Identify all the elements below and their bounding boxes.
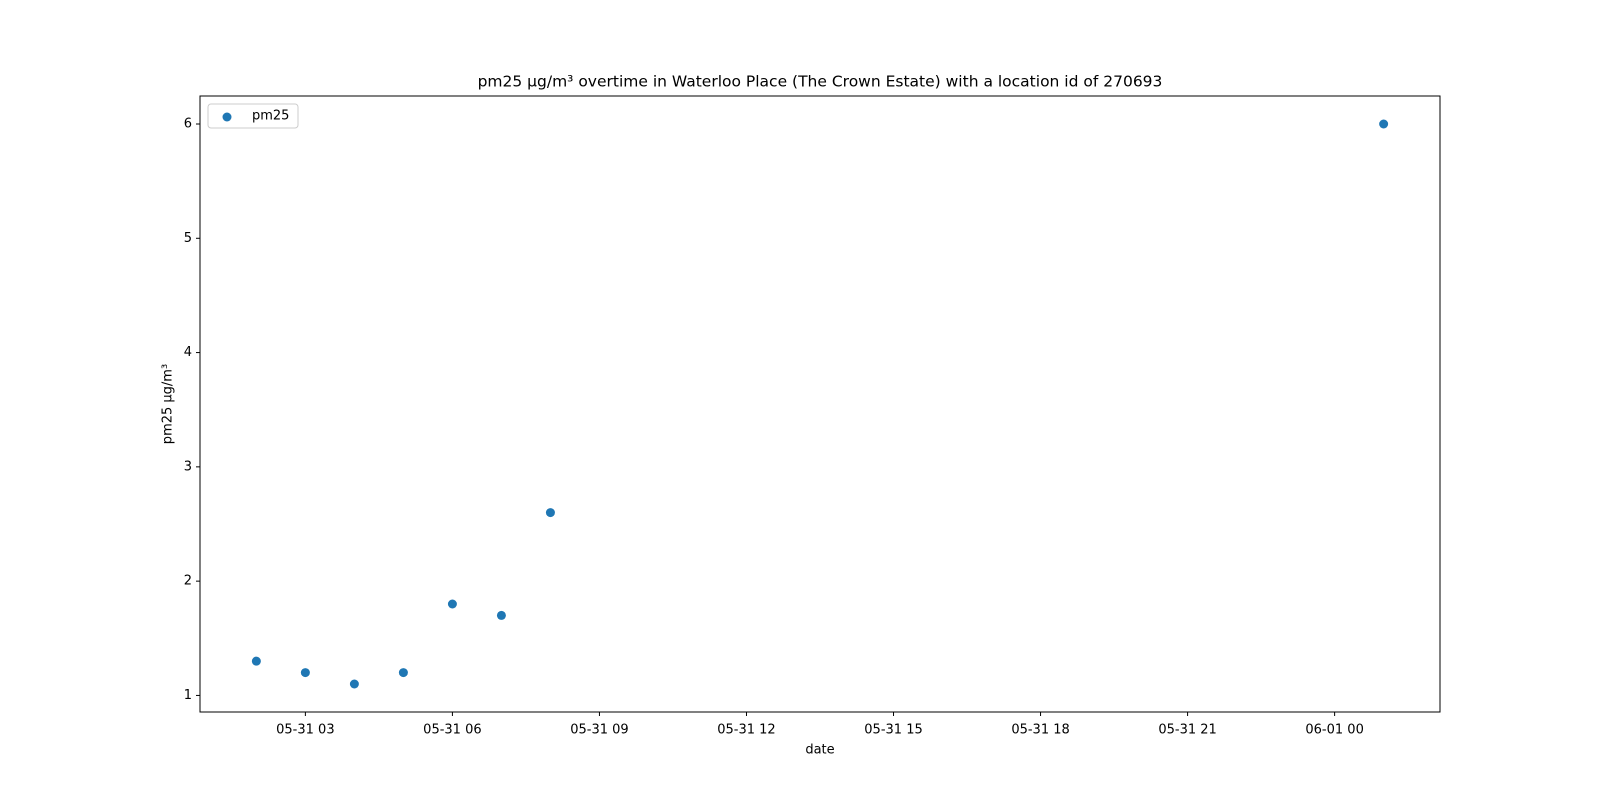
x-tick-label: 05-31 18 (1011, 723, 1069, 738)
x-tick-label: 05-31 03 (276, 723, 334, 738)
point (349, 679, 359, 689)
x-tick-label: 05-31 12 (717, 723, 775, 738)
legend-label: pm25 (252, 109, 289, 124)
plot-frame (199, 95, 1441, 713)
legend-marker (222, 112, 232, 122)
y-tick-label: 1 (184, 688, 192, 703)
point (300, 668, 310, 678)
y-tick-label: 6 (184, 117, 192, 132)
y-tick-label: 4 (184, 345, 192, 360)
x-tick-label: 06-01 00 (1305, 723, 1363, 738)
point (447, 599, 457, 609)
chart-title: pm25 µg/m³ overtime in Waterloo Place (T… (478, 73, 1163, 91)
y-tick-label: 5 (184, 231, 192, 246)
point (398, 668, 408, 678)
x-tick-label: 05-31 15 (864, 723, 922, 738)
point (251, 656, 261, 666)
point (496, 610, 506, 620)
legend-box (207, 103, 299, 129)
x-tick-label: 05-31 06 (423, 723, 481, 738)
y-tick-label: 2 (184, 574, 192, 589)
x-tick-label: 05-31 21 (1158, 723, 1216, 738)
x-tick-label: 05-31 09 (570, 723, 628, 738)
point (545, 508, 555, 518)
y-axis-label: pm25 µg/m³ (161, 364, 176, 444)
point (1379, 119, 1389, 129)
x-axis-label: date (805, 743, 834, 758)
y-tick-label: 3 (184, 459, 192, 474)
